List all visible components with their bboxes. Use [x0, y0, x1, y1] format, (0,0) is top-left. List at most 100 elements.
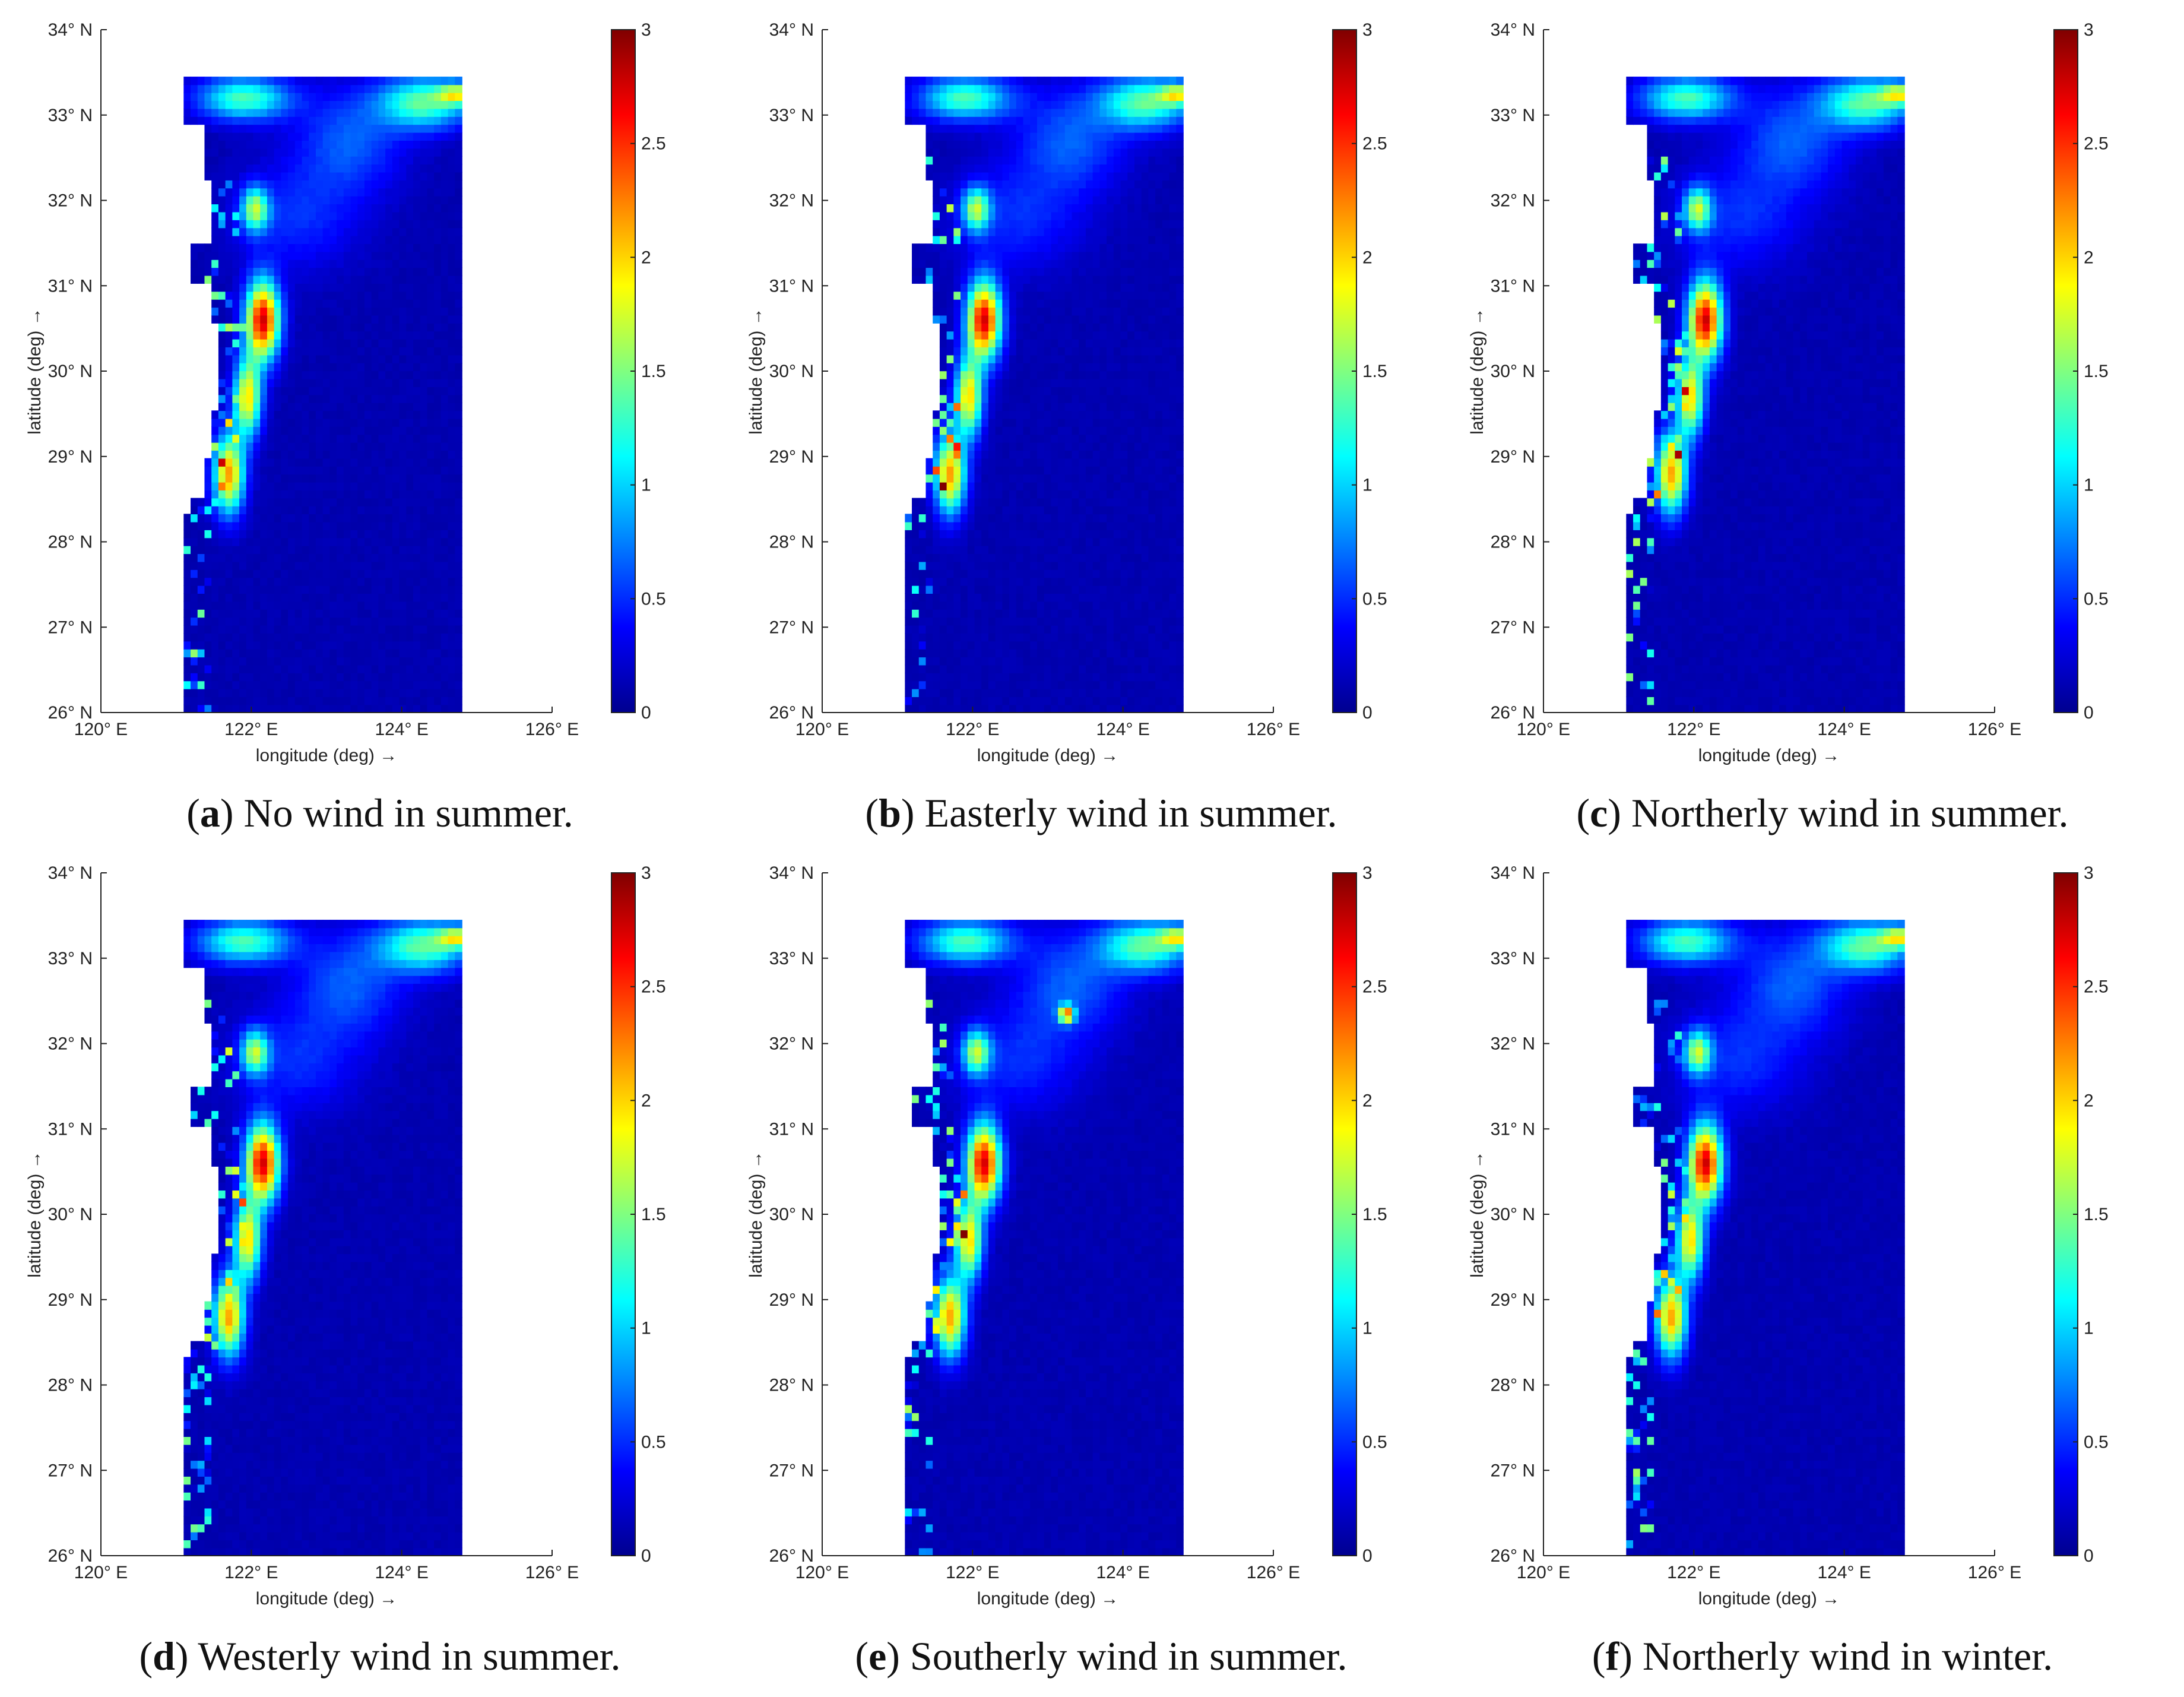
field-cell [1141, 530, 1149, 539]
field-cell [406, 243, 414, 252]
field-cell [1148, 490, 1156, 499]
field-cell [905, 569, 912, 578]
field-cell [274, 140, 282, 149]
field-cell [1079, 577, 1086, 586]
field-cell [302, 498, 310, 506]
field-cell [939, 633, 947, 642]
field-cell [385, 315, 393, 324]
field-cell [1009, 625, 1017, 634]
field-cell [294, 100, 303, 109]
field-cell [1113, 323, 1121, 332]
field-cell [211, 688, 219, 698]
field-cell [197, 275, 205, 284]
field-cell [357, 442, 365, 451]
field-cell [392, 251, 400, 260]
field-cell [1044, 514, 1052, 523]
field-cell [364, 92, 372, 102]
field-cell [988, 394, 996, 403]
field-cell [337, 347, 344, 356]
field-cell [1002, 577, 1010, 586]
field-cell [406, 220, 414, 229]
field-cell [1162, 482, 1170, 490]
field-cell [995, 680, 1003, 689]
field-cell [218, 243, 226, 252]
field-cell [239, 235, 247, 244]
field-cell [946, 617, 955, 626]
field-cell [357, 124, 365, 133]
field-cell [1120, 585, 1129, 594]
field-cell [294, 331, 303, 340]
field-cell [1016, 442, 1024, 451]
field-cell [225, 156, 233, 165]
field-cell [1016, 514, 1024, 523]
field-cell [294, 609, 303, 618]
field-cell [218, 680, 226, 689]
field-cell [974, 347, 982, 356]
field-cell [357, 633, 365, 642]
field-cell [1023, 402, 1031, 411]
field-cell [1169, 450, 1177, 459]
field-cell [448, 490, 456, 499]
field-cell [1169, 505, 1177, 515]
field-cell [413, 275, 421, 284]
field-cell [281, 426, 289, 435]
field-cell [274, 577, 282, 586]
field-cell [329, 227, 337, 236]
field-cell [1127, 537, 1135, 546]
field-cell [378, 100, 386, 109]
field-cell [1127, 673, 1135, 682]
field-cell [253, 148, 261, 157]
field-cell [1085, 331, 1093, 340]
field-cell [399, 680, 407, 689]
field-cell [371, 577, 379, 586]
field-cell [183, 625, 191, 634]
field-cell [1169, 657, 1177, 666]
field-cell [455, 553, 462, 562]
field-cell [309, 442, 316, 451]
field-cell [357, 688, 365, 698]
field-cell [905, 657, 912, 666]
field-cell [1141, 593, 1149, 602]
field-cell [1002, 354, 1010, 363]
field-cell [385, 371, 393, 379]
field-cell [1120, 537, 1129, 546]
field-cell [260, 132, 268, 141]
field-cell [218, 442, 226, 451]
field-cell [309, 466, 316, 475]
field-cell [267, 426, 275, 435]
field-cell [967, 577, 975, 586]
field-cell [246, 354, 254, 363]
field-cell [337, 657, 344, 666]
field-cell [1036, 688, 1045, 698]
field-cell [315, 354, 324, 363]
field-cell [1107, 577, 1114, 586]
field-cell [1169, 704, 1177, 713]
field-cell [1016, 474, 1024, 483]
field-cell [912, 648, 920, 658]
field-cell [309, 291, 316, 300]
field-cell [232, 545, 240, 555]
field-cell [1016, 434, 1024, 443]
field-cell [294, 545, 303, 555]
field-cell [322, 378, 331, 387]
field-cell [434, 561, 442, 570]
field-cell [337, 315, 344, 324]
field-cell [337, 140, 344, 149]
field-cell [302, 140, 310, 149]
field-cell [1169, 680, 1177, 689]
field-cell [281, 315, 289, 324]
field-cell [1064, 315, 1073, 324]
field-cell [309, 347, 316, 356]
field-cell [1169, 688, 1177, 698]
field-cell [204, 267, 213, 276]
field-cell [343, 569, 351, 578]
field-cell [434, 371, 442, 379]
field-cell [371, 530, 379, 539]
field-cell [274, 648, 282, 658]
lat-tick-label: 34° N [48, 20, 93, 40]
field-cell [1009, 585, 1017, 594]
field-cell [281, 307, 289, 316]
field-cell [406, 77, 414, 86]
field-cell [413, 124, 421, 133]
field-cell [440, 704, 449, 713]
